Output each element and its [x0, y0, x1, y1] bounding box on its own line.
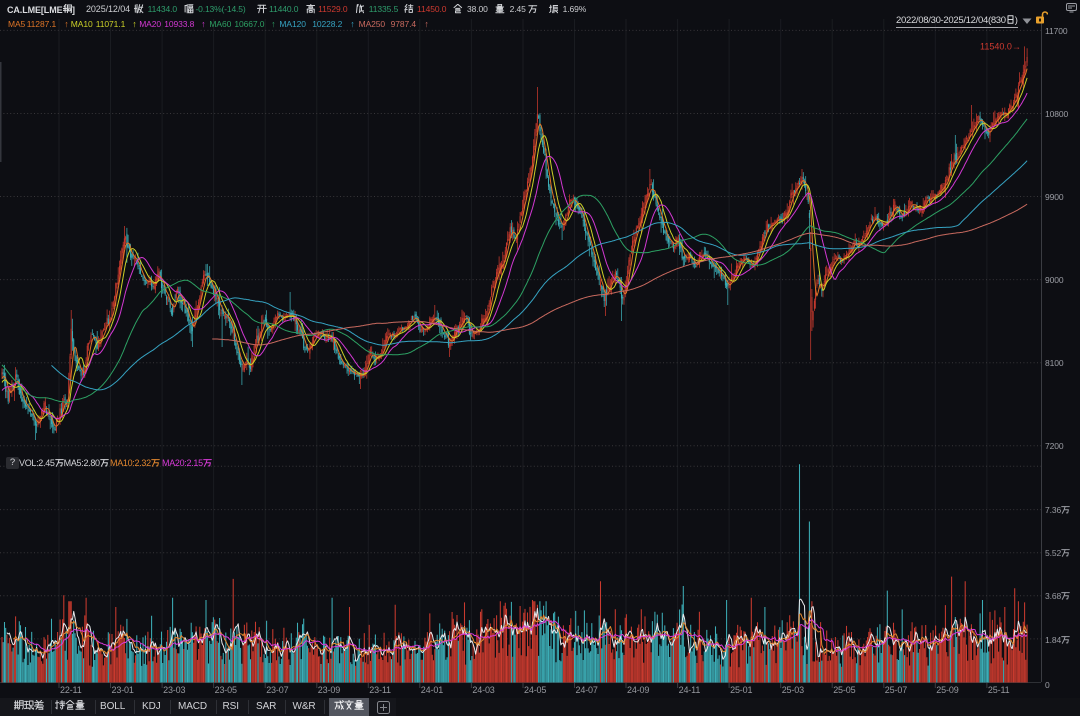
- svg-text:11540.0→: 11540.0→: [980, 42, 1021, 52]
